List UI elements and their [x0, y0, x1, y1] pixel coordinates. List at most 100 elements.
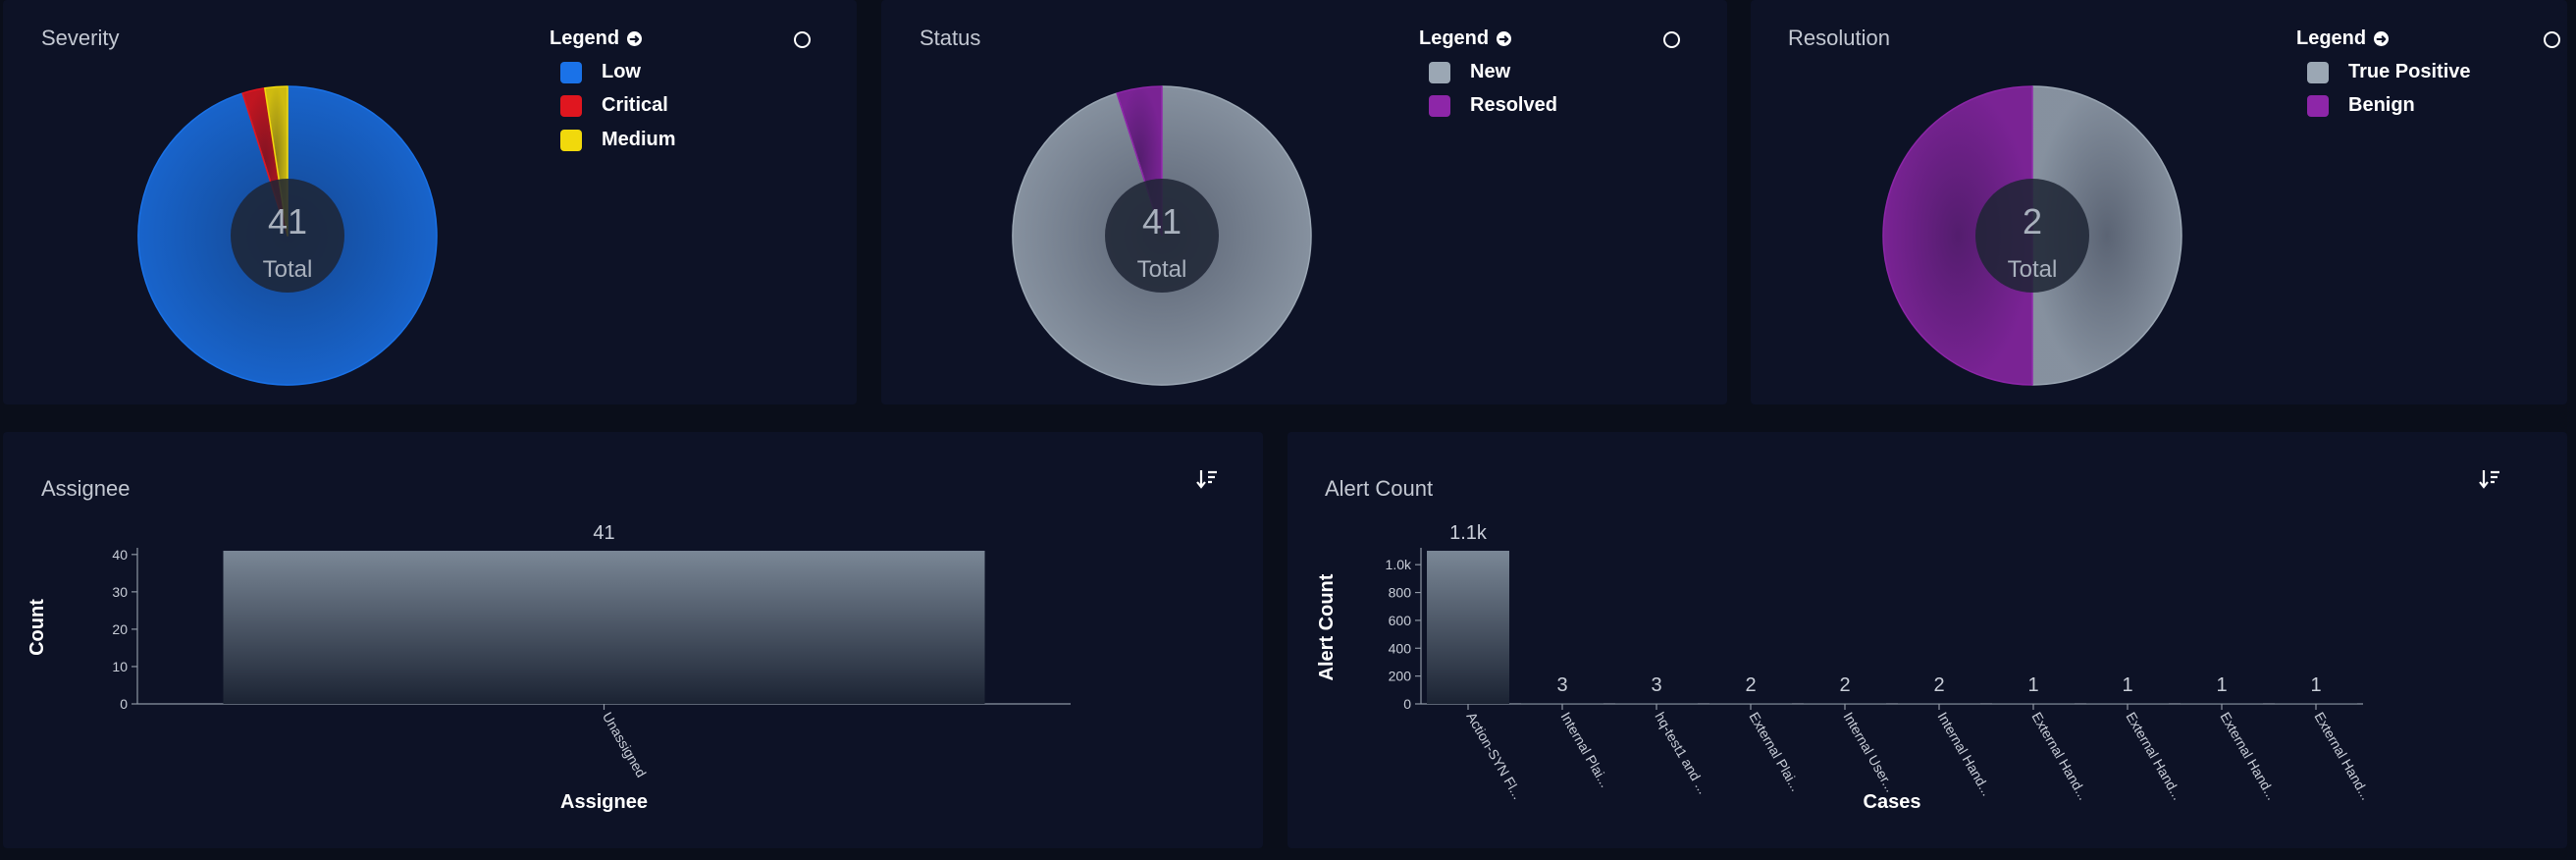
pie-total-label: Total: [2008, 256, 2058, 283]
legend-label: Resolved: [1470, 94, 1557, 116]
pie-total-value: 41: [268, 201, 307, 242]
assignee-title: Assignee: [41, 476, 131, 501]
arrow-right-icon: ➜: [627, 31, 643, 46]
legend-item-low[interactable]: Low: [560, 61, 641, 83]
x-tick-label: Unassigned: [600, 710, 650, 780]
assignee-bar-chart: 0 10 20 30 40 41 Unassigned Assignee Count: [26, 522, 1071, 813]
circle-icon[interactable]: [1663, 31, 1680, 48]
x-tick-label: External Plai...: [1746, 710, 1804, 794]
y-axis-title: Count: [26, 599, 48, 656]
alert-count-bar-chart: 0 200 400 600 800 1.0k 1.1k Action-SYN Fl... 3 In…: [1316, 522, 2374, 813]
bar[interactable]: [1898, 703, 1980, 704]
pie-center: [1975, 179, 2089, 293]
status-pie-chart: 41 Total: [1012, 85, 1312, 386]
status-title: Status: [920, 26, 981, 50]
y-axis-title: Alert Count: [1316, 573, 1338, 680]
legend-label: Medium: [602, 129, 676, 150]
bar-value-label: 3: [1651, 674, 1661, 696]
x-tick-label: External Hand...: [2311, 710, 2374, 803]
x-axis-title: Cases: [1864, 791, 1921, 813]
arrow-right-icon: ➜: [2374, 31, 2390, 46]
resolution-panel: Resolution 2 Total Legend ➜ True Positive …: [1751, 0, 2567, 404]
circle-icon[interactable]: [2544, 31, 2560, 48]
pie-total-value: 2: [2023, 201, 2042, 242]
legend-swatch: [1429, 94, 1450, 117]
status-legend-toggle[interactable]: Legend ➜: [1419, 27, 1512, 50]
y-tick-label: 30: [112, 584, 128, 600]
bar[interactable]: [2086, 703, 2169, 704]
resolution-pie-chart: 2 Total: [1882, 85, 2182, 386]
legend-label: New: [1470, 61, 1511, 82]
pie-total-label: Total: [263, 256, 313, 283]
pie-total-value: 41: [1142, 201, 1182, 242]
bar[interactable]: [1709, 703, 1792, 704]
bar-value-label: 1: [2027, 674, 2038, 696]
bar[interactable]: [1804, 703, 1886, 704]
bar-value-label: 3: [1556, 674, 1567, 696]
bar[interactable]: [2181, 703, 2263, 704]
legend-item-critical[interactable]: Critical: [560, 94, 668, 117]
resolution-title: Resolution: [1788, 26, 1890, 50]
x-tick-label: External Hand...: [2028, 710, 2091, 803]
bar[interactable]: [1615, 703, 1698, 704]
severity-legend-toggle[interactable]: Legend ➜: [550, 27, 643, 50]
bar[interactable]: [1992, 703, 2075, 704]
resolution-legend-toggle[interactable]: Legend ➜: [2296, 27, 2390, 50]
bar-value-label: 1.1k: [1449, 522, 1488, 544]
x-tick-label: External Hand...: [2217, 710, 2280, 803]
pie-total-label: Total: [1137, 256, 1187, 283]
alert-count-panel: Alert Count 0 200 400 600 800 1.0k 1.1k Action-…: [1288, 432, 2567, 848]
legend-item-medium[interactable]: Medium: [560, 129, 676, 151]
bar[interactable]: [2275, 703, 2357, 704]
x-tick-label: hq-test1 and ...: [1652, 710, 1711, 797]
legend-swatch: [560, 129, 582, 151]
arrow-right-icon: ➜: [1497, 31, 1512, 46]
x-tick-label: Internal User...: [1840, 710, 1898, 795]
y-tick-label: 40: [112, 547, 128, 563]
legend-swatch: [560, 61, 582, 83]
alert-count-title: Alert Count: [1325, 476, 1434, 501]
severity-title: Severity: [41, 26, 120, 50]
x-tick-label: Internal Hand...: [1934, 710, 1995, 799]
y-tick-label: 0: [1403, 696, 1411, 712]
bar-value-label: 1: [2310, 674, 2321, 696]
y-tick-label: 10: [112, 659, 128, 674]
x-tick-label: Internal Plai...: [1557, 710, 1613, 790]
x-tick-label: External Hand...: [2123, 710, 2185, 803]
circle-icon[interactable]: [794, 31, 811, 48]
severity-pie-chart: 41 Total: [137, 85, 438, 386]
legend-title: Legend: [1419, 27, 1490, 49]
legend-title: Legend: [2296, 27, 2367, 49]
status-panel: Status 41 Total Legend ➜ New Resolved: [881, 0, 1727, 404]
y-tick-label: 1.0k: [1386, 557, 1412, 572]
legend-label: True Positive: [2348, 61, 2471, 82]
legend-item-benign[interactable]: Benign: [2307, 94, 2415, 117]
pie-center: [1105, 179, 1219, 293]
sort-icon[interactable]: [2479, 468, 2500, 490]
bar-value-label: 41: [593, 522, 614, 544]
legend-item-new[interactable]: New: [1429, 61, 1510, 83]
legend-swatch: [1429, 61, 1450, 83]
legend-label: Low: [602, 61, 641, 82]
severity-panel: Severity 41 Total Legend ➜ Low Critical Me…: [3, 0, 857, 404]
y-tick-label: 0: [120, 696, 128, 712]
bar[interactable]: [1521, 703, 1603, 704]
y-tick-label: 20: [112, 621, 128, 637]
bar[interactable]: [1427, 551, 1509, 704]
y-tick-label: 200: [1389, 669, 1412, 684]
legend-swatch: [560, 94, 582, 117]
bar-value-label: 2: [1745, 674, 1756, 696]
bar-value-label: 1: [2216, 674, 2227, 696]
legend-item-true-positive[interactable]: True Positive: [2307, 61, 2471, 83]
bar[interactable]: [223, 551, 985, 704]
legend-swatch: [2307, 94, 2329, 117]
pie-center: [231, 179, 344, 293]
bar-value-label: 2: [1839, 674, 1850, 696]
sort-icon[interactable]: [1196, 468, 1218, 490]
legend-title: Legend: [550, 27, 620, 49]
legend-item-resolved[interactable]: Resolved: [1429, 94, 1557, 117]
pie-slice-benign[interactable]: [1882, 85, 2033, 386]
bar-value-label: 2: [1933, 674, 1944, 696]
pie-slice-true-positive[interactable]: [2031, 85, 2182, 386]
legend-swatch: [2307, 61, 2329, 83]
